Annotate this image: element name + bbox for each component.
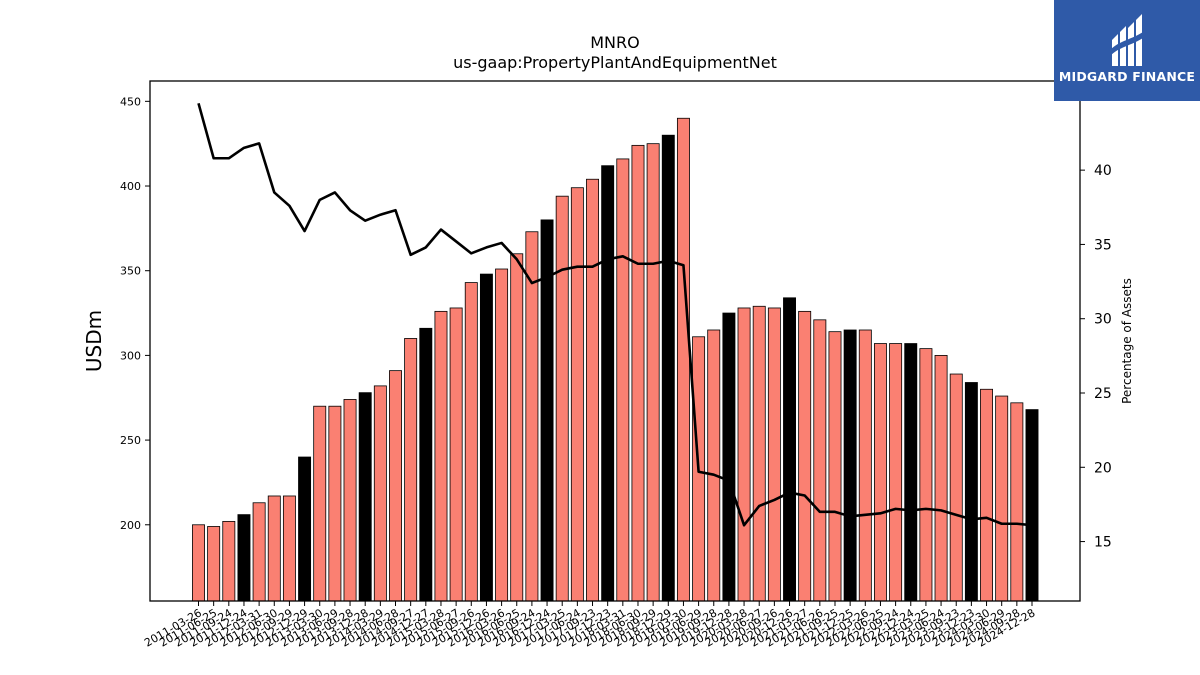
y2-tick-label: 40	[1094, 163, 1112, 179]
bar	[601, 165, 615, 602]
bar	[343, 399, 357, 602]
bar	[858, 329, 872, 602]
y-tick-label: 450	[120, 95, 141, 108]
bar	[358, 392, 372, 602]
bar	[252, 502, 266, 602]
y2-tick-label: 20	[1094, 460, 1112, 476]
bar	[889, 343, 903, 602]
bar	[267, 495, 281, 602]
y-tick-label: 250	[120, 434, 141, 447]
bar	[1010, 402, 1024, 602]
bars-group	[192, 117, 1039, 602]
bar	[192, 524, 205, 602]
bar	[313, 405, 327, 602]
bar	[995, 395, 1009, 602]
bar	[980, 388, 993, 602]
line-group	[197, 102, 1033, 527]
midgard-finance-logo: MIDGARD FINANCE	[1054, 0, 1200, 101]
y2-tick-label: 35	[1094, 237, 1112, 253]
left-axis: 200 250 300 350 400 450	[120, 95, 150, 532]
bar	[722, 312, 736, 602]
bar	[555, 195, 569, 602]
y-tick-label: 350	[120, 265, 141, 278]
bar	[949, 373, 963, 602]
y2-tick-label: 25	[1094, 386, 1112, 402]
x-axis: 2011-03-262011-06-252011-09-242011-12-24…	[142, 601, 1038, 650]
bar	[464, 282, 478, 602]
bar	[646, 143, 660, 602]
bar	[631, 144, 645, 602]
bar	[479, 273, 493, 602]
y2-tick-label: 15	[1094, 535, 1112, 551]
bar	[237, 514, 251, 602]
plot-frame	[149, 80, 1081, 602]
right-axis: 15 20 25 30 35 40	[1080, 163, 1112, 551]
bar	[828, 331, 842, 602]
bar	[737, 307, 751, 602]
chart-subtitle: us-gaap:PropertyPlantAndEquipmentNet	[453, 53, 777, 72]
bar	[434, 310, 448, 602]
bar	[495, 268, 509, 602]
bar	[752, 305, 766, 602]
bar	[813, 319, 827, 602]
bar	[661, 134, 675, 602]
y-tick-label: 400	[120, 180, 141, 193]
y-axis-label: USDm	[82, 310, 106, 372]
chart-title: MNRO	[590, 33, 639, 52]
bar	[419, 327, 433, 602]
bar	[404, 338, 418, 602]
y-tick-label: 200	[120, 519, 141, 532]
y-tick-label: 300	[120, 349, 141, 362]
line-series	[197, 102, 1033, 527]
bar	[449, 307, 463, 602]
bar	[282, 495, 296, 602]
bar	[525, 231, 539, 602]
bar	[798, 310, 812, 602]
bar	[964, 382, 978, 602]
bar	[767, 307, 781, 602]
bar	[222, 520, 236, 602]
bar	[843, 329, 857, 602]
bar	[904, 343, 918, 602]
bar	[919, 348, 933, 602]
y2-axis-label: Percentage of Assets	[1120, 278, 1134, 404]
bar	[934, 354, 948, 602]
bar	[707, 329, 721, 602]
bar	[1025, 409, 1039, 602]
bar	[298, 456, 312, 602]
y2-tick-label: 30	[1094, 312, 1112, 328]
bar	[616, 158, 630, 602]
midgard-logo-icon	[1110, 14, 1146, 66]
bar	[373, 385, 387, 602]
bar	[676, 117, 690, 602]
logo-text: MIDGARD FINANCE	[1058, 69, 1196, 84]
bar	[207, 526, 221, 602]
bar	[389, 370, 402, 602]
bar	[783, 297, 796, 602]
bar	[570, 187, 584, 602]
bar	[328, 405, 342, 602]
bar	[510, 253, 524, 602]
bar	[586, 178, 599, 602]
bar	[873, 343, 887, 602]
